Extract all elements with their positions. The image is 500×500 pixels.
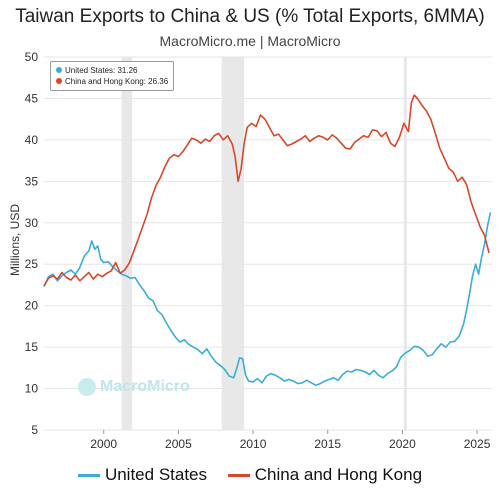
x-tick-label: 2010 — [240, 437, 267, 451]
x-tick-label: 2020 — [389, 437, 416, 451]
y-axis-label: Millions, USD — [8, 204, 22, 276]
legend-label-cn: China and Hong Kong — [254, 465, 423, 484]
watermark: MacroMicro — [78, 378, 190, 396]
shaded-period-0 — [121, 57, 133, 430]
x-tick-label: 2005 — [165, 437, 192, 451]
tooltip-row-us: United States: 31.26 — [56, 65, 168, 76]
tooltip: United States: 31.26 China and Hong Kong… — [50, 61, 175, 91]
legend-line-cn — [227, 474, 250, 478]
legend-item-us[interactable]: United States — [77, 465, 208, 485]
y-tick-label: 15 — [25, 340, 39, 354]
cn-dot-icon — [56, 78, 62, 84]
x-tick-label: 2000 — [90, 437, 117, 451]
y-tick-label: 35 — [25, 174, 39, 188]
y-tick-label: 50 — [25, 50, 39, 64]
tooltip-us-text: United States: 31.26 — [65, 66, 138, 75]
chart-title: Taiwan Exports to China & US (% Total Ex… — [15, 6, 485, 27]
shaded-period-2 — [403, 57, 407, 430]
legend-item-cn[interactable]: China and Hong Kong — [227, 465, 423, 485]
macromicro-logo-icon — [78, 378, 96, 396]
tooltip-row-cn: China and Hong Kong: 26.36 — [56, 76, 168, 87]
shaded-period-1 — [221, 57, 245, 430]
series-line-united-states — [43, 212, 492, 387]
y-tick-label: 20 — [25, 299, 39, 313]
x-tick-label: 2025 — [464, 437, 491, 451]
y-tick-label: 5 — [31, 423, 38, 437]
us-dot-icon — [56, 67, 62, 73]
series-line-china-hong-kong — [43, 94, 490, 287]
legend-label-us: United States — [104, 465, 208, 484]
y-tick-label: 45 — [25, 91, 39, 105]
x-tick-label: 2015 — [314, 437, 341, 451]
legend: United States China and Hong Kong — [0, 465, 500, 485]
y-tick-label: 25 — [25, 257, 39, 271]
chart-subtitle: MacroMicro.me | MacroMicro — [159, 33, 341, 49]
watermark-text: MacroMicro — [100, 378, 190, 396]
legend-line-us — [77, 474, 100, 478]
tooltip-cn-text: China and Hong Kong: 26.36 — [65, 77, 169, 86]
y-tick-label: 30 — [25, 216, 39, 230]
y-tick-label: 10 — [25, 382, 39, 396]
y-tick-label: 40 — [25, 133, 39, 147]
